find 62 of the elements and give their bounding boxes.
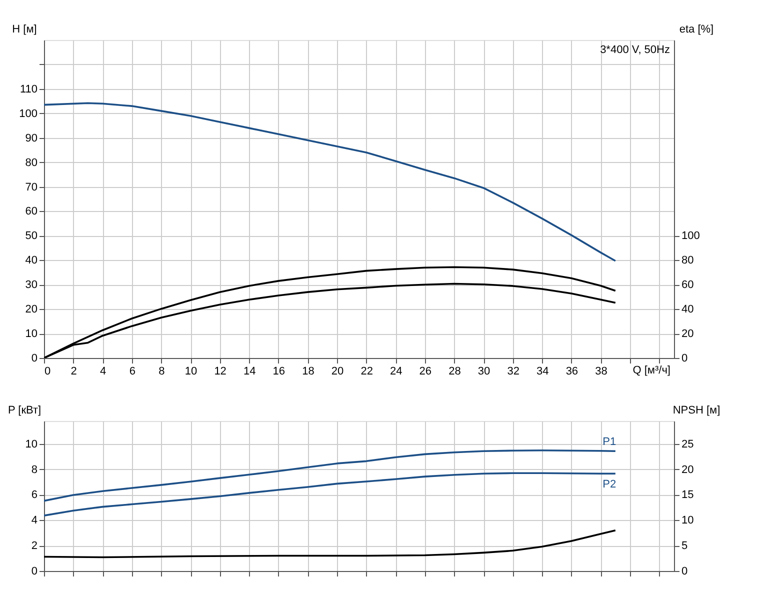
y-tick-label: 4: [31, 514, 38, 527]
y-tick-label: 40: [25, 254, 38, 267]
y2-tick-label: 0: [682, 352, 688, 364]
x-tick-label: 36: [566, 366, 578, 378]
line-series: [44, 529, 616, 558]
x-tick-label: 0: [44, 366, 51, 378]
x-tick-label: 38: [595, 366, 608, 378]
x-tick-label: 22: [360, 366, 373, 378]
x-tick-label: 32: [507, 366, 520, 378]
y-tick-label: 10: [25, 328, 38, 340]
y2-tick-label: 25: [682, 438, 694, 450]
y2-tick-label: 0: [682, 566, 688, 578]
y2-axis-title: NPSH [м]: [672, 404, 720, 416]
y-tick-label: 80: [25, 156, 38, 169]
y-tick-label: 0: [31, 352, 38, 364]
x-tick-label: 12: [214, 366, 226, 378]
y-tick-label: 70: [25, 181, 38, 194]
y2-tick-label: 15: [682, 489, 694, 502]
x-tick-label: 24: [390, 366, 402, 378]
line-series: [44, 449, 616, 502]
x-tick-label: 14: [243, 366, 256, 378]
y2-tick-label: 40: [682, 304, 694, 316]
y-axis-title: H [м]: [12, 24, 37, 36]
series-label: P1: [602, 436, 616, 448]
y-tick-label: 90: [25, 132, 38, 144]
y-tick-label: 50: [25, 230, 38, 242]
y2-tick-label: 80: [682, 254, 694, 267]
x-tick-label: 4: [100, 366, 106, 378]
x-tick-label: 10: [184, 366, 198, 378]
y2-axis-title: eta [%]: [679, 24, 714, 36]
x-tick-label: 6: [129, 366, 136, 378]
line-series: [44, 472, 616, 516]
x-tick-label: 30: [478, 366, 490, 378]
y2-tick-label: 60: [682, 279, 694, 292]
y2-tick-label: 5: [682, 540, 688, 552]
x-tick-label: 18: [302, 366, 314, 378]
y-tick-label: 100: [19, 108, 38, 120]
x-tick-label: 16: [272, 366, 286, 378]
x-tick-label: 20: [331, 366, 344, 378]
x-axis-title: Q [м³/ч]: [632, 364, 670, 376]
y-tick-label: 10: [25, 438, 38, 450]
x-tick-label: 34: [536, 366, 549, 378]
annotation: 3*400 V, 50Hz: [600, 44, 670, 56]
y-tick-label: 60: [25, 206, 38, 218]
x-tick-label: 2: [70, 366, 77, 378]
y2-tick-label: 100: [682, 230, 700, 242]
y-tick-label: 2: [31, 540, 38, 552]
y2-tick-label: 20: [682, 464, 694, 476]
y-tick-label: 20: [25, 304, 38, 316]
y-tick-label: 110: [20, 83, 38, 96]
x-tick-label: 28: [448, 366, 461, 378]
x-tick-label: 26: [419, 366, 432, 378]
x-tick-label: 8: [158, 366, 165, 378]
y2-tick-label: 10: [682, 514, 694, 527]
y-tick-label: 6: [31, 489, 38, 502]
line-series: [44, 102, 616, 262]
y-tick-label: 8: [31, 464, 38, 476]
y-tick-label: 30: [25, 279, 38, 292]
series-label: P2: [602, 478, 616, 491]
y-axis-title: P [кВт]: [8, 404, 42, 416]
y-tick-label: 0: [31, 566, 38, 578]
y2-tick-label: 20: [682, 328, 694, 340]
